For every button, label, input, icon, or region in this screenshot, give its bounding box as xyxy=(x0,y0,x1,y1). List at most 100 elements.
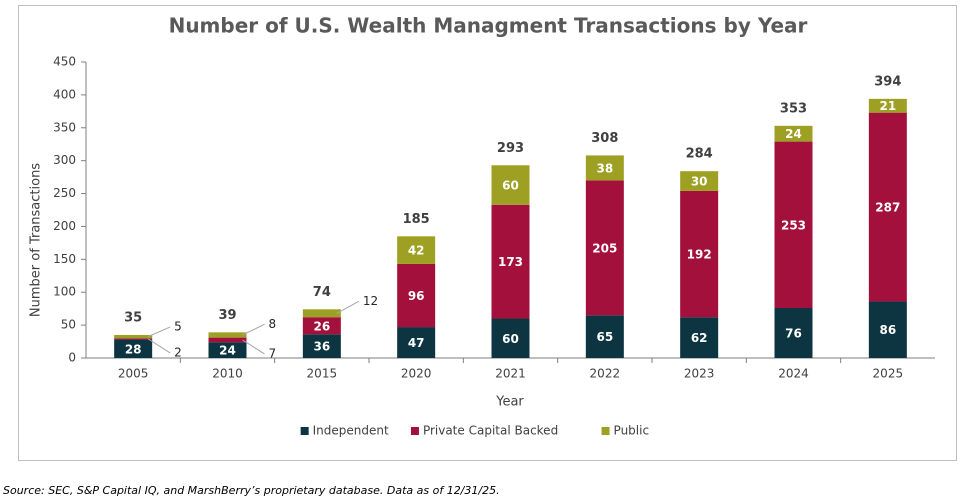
y-tick-label: 350 xyxy=(53,120,76,134)
value-label: 76 xyxy=(785,327,802,341)
x-tick-label: 2023 xyxy=(684,367,715,381)
bar-segment xyxy=(868,112,907,302)
y-tick-label: 300 xyxy=(53,153,76,167)
value-label: 287 xyxy=(875,201,900,215)
bar-segment xyxy=(397,263,436,328)
chart-frame xyxy=(18,5,957,461)
y-tick-label: 100 xyxy=(53,285,76,299)
x-tick-label: 2025 xyxy=(873,367,904,381)
y-axis-title: Number of Transactions xyxy=(29,163,44,317)
bar-segment xyxy=(208,337,247,343)
bar-segment xyxy=(868,301,907,358)
value-label: 30 xyxy=(691,175,708,189)
bar-segment xyxy=(491,165,530,205)
value-label: 28 xyxy=(125,342,142,356)
y-tick-label: 250 xyxy=(53,186,76,200)
total-label: 308 xyxy=(591,131,618,146)
bar-segment xyxy=(302,317,341,335)
leader-line xyxy=(242,339,265,355)
x-tick-label: 2024 xyxy=(778,367,809,381)
bar-segment xyxy=(680,317,719,358)
bar-segment xyxy=(585,315,624,358)
leader-line xyxy=(336,300,360,314)
x-tick-label: 2022 xyxy=(590,367,621,381)
bar-segment xyxy=(397,236,436,264)
value-label: 7 xyxy=(269,346,277,360)
value-label: 21 xyxy=(879,99,896,113)
value-label: 173 xyxy=(498,255,523,269)
value-label: 60 xyxy=(502,179,519,193)
legend-swatch xyxy=(410,427,419,435)
bar-segment xyxy=(114,334,153,339)
bar-segment xyxy=(302,334,341,358)
total-label: 74 xyxy=(313,285,331,300)
bar-segment xyxy=(774,308,813,358)
y-tick-label: 400 xyxy=(53,87,76,101)
chart: Number of U.S. Wealth Managment Transact… xyxy=(29,14,935,438)
y-tick-label: 150 xyxy=(53,252,76,266)
value-label: 65 xyxy=(596,330,613,344)
bar-segment xyxy=(114,339,153,358)
x-tick-label: 2021 xyxy=(495,367,526,381)
value-label: 2 xyxy=(174,345,182,359)
bar-segment xyxy=(397,327,436,358)
bar-segment xyxy=(114,338,153,340)
value-label: 60 xyxy=(502,332,519,346)
total-label: 39 xyxy=(218,308,236,323)
x-tick-label: 2005 xyxy=(118,367,149,381)
value-label: 86 xyxy=(879,323,896,337)
total-label: 284 xyxy=(686,147,713,162)
value-label: 192 xyxy=(687,248,712,262)
x-axis-title: Year xyxy=(495,395,524,410)
value-label: 26 xyxy=(313,319,330,333)
chart-title: Number of U.S. Wealth Managment Transact… xyxy=(169,14,808,38)
value-label: 96 xyxy=(408,289,425,303)
leader-line xyxy=(242,323,265,336)
bar-segment xyxy=(585,155,624,181)
x-tick-label: 2015 xyxy=(307,367,338,381)
value-label: 42 xyxy=(408,244,425,258)
legend-label: Public xyxy=(614,424,650,438)
bar-segment xyxy=(208,342,247,358)
bar-segment xyxy=(208,332,247,338)
x-tick-label: 2020 xyxy=(401,367,432,381)
total-label: 185 xyxy=(403,212,430,227)
x-tick-label: 2010 xyxy=(212,367,243,381)
value-label: 36 xyxy=(313,340,330,354)
bar-segment xyxy=(868,98,907,113)
bar-segment xyxy=(680,171,719,191)
value-label: 12 xyxy=(363,294,378,308)
leader-line xyxy=(147,326,171,338)
bar-segment xyxy=(774,141,813,309)
total-label: 394 xyxy=(874,74,901,89)
bar-segment xyxy=(491,204,530,319)
y-tick-label: 450 xyxy=(53,55,76,69)
value-label: 24 xyxy=(785,127,802,141)
value-label: 8 xyxy=(269,317,277,331)
bar-segment xyxy=(585,180,624,316)
legend-swatch xyxy=(601,427,610,435)
legend-swatch xyxy=(300,427,309,435)
bar-segment xyxy=(680,190,719,318)
y-tick-label: 50 xyxy=(61,318,76,332)
total-label: 35 xyxy=(124,310,142,325)
total-label: 293 xyxy=(497,141,524,156)
value-label: 24 xyxy=(219,344,236,358)
value-label: 205 xyxy=(592,241,617,255)
value-label: 5 xyxy=(174,319,182,333)
leader-line xyxy=(147,338,171,354)
y-tick-label: 0 xyxy=(68,351,76,365)
bar-segment xyxy=(491,318,530,358)
legend-label: Independent xyxy=(313,424,389,438)
source-note: Source: SEC, S&P Capital IQ, and MarshBe… xyxy=(3,484,500,497)
bar-segment xyxy=(774,125,813,142)
total-label: 353 xyxy=(780,101,807,116)
bar-segment xyxy=(302,309,341,318)
value-label: 47 xyxy=(408,336,425,350)
value-label: 253 xyxy=(781,218,806,232)
value-label: 62 xyxy=(691,331,708,345)
y-tick-label: 200 xyxy=(53,219,76,233)
value-label: 38 xyxy=(596,161,613,175)
legend-label: Private Capital Backed xyxy=(423,424,558,438)
